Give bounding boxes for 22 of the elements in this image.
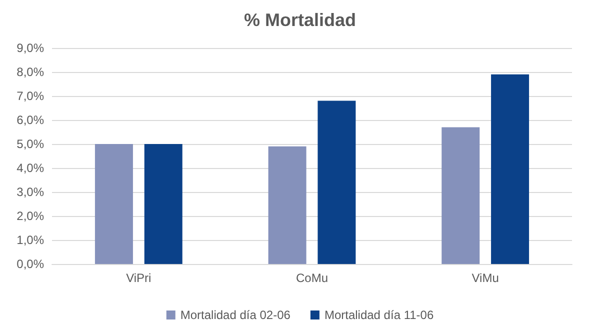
- x-tick-label: ViPri: [126, 271, 152, 285]
- y-tick-label: 7,0%: [16, 89, 44, 103]
- y-tick-label: 2,0%: [16, 209, 44, 223]
- bar: [442, 127, 480, 264]
- y-tick-label: 4,0%: [16, 161, 44, 175]
- chart-title: % Mortalidad: [244, 10, 356, 30]
- y-tick-label: 1,0%: [16, 233, 44, 247]
- y-tick-label: 5,0%: [16, 137, 44, 151]
- y-tick-label: 6,0%: [16, 113, 44, 127]
- bar: [144, 144, 182, 264]
- y-tick-label: 9,0%: [16, 41, 44, 55]
- bar: [268, 146, 306, 264]
- y-tick-label: 0,0%: [16, 257, 44, 271]
- x-tick-label: CoMu: [296, 271, 328, 285]
- legend-label: Mortalidad día 02-06: [180, 308, 291, 322]
- y-tick-label: 3,0%: [16, 185, 44, 199]
- bar: [94, 144, 133, 264]
- bar: [318, 100, 356, 264]
- y-tick-label: 8,0%: [16, 65, 44, 79]
- legend-label: Mortalidad día 11-06: [324, 308, 434, 322]
- bar: [491, 74, 530, 264]
- x-tick-label: ViMu: [472, 271, 499, 285]
